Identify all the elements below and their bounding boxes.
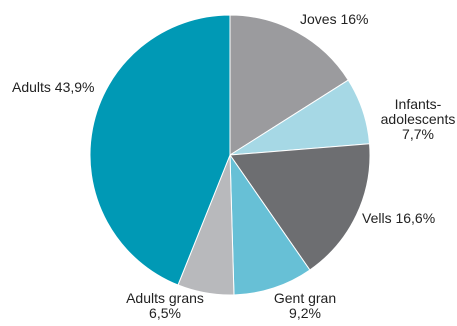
pie-label-infants: Infants-adolescents 7,7%: [381, 96, 456, 142]
pie-label-vells-16-6: Vells 16,6%: [362, 210, 435, 226]
pie-slices: [89, 14, 371, 296]
pie-label-joves-16: Joves 16%: [300, 11, 368, 27]
pie-slice-adults-43-9: [89, 14, 231, 286]
pie-slice-gent-gran: [229, 153, 311, 296]
pie-slice-joves-16: [229, 14, 349, 156]
pie-labels: Joves 16% Infants-adolescents 7,7% Vells 16…: [12, 11, 455, 321]
pie-slice-vells-16-6: [229, 143, 371, 271]
pie-label-adults-43-9: Adults 43,9%: [12, 79, 95, 95]
pie-label-adults-grans: Adults grans 6,5%: [126, 290, 204, 321]
pie-label-gent-gran: Gent gran 9,2%: [274, 290, 336, 321]
